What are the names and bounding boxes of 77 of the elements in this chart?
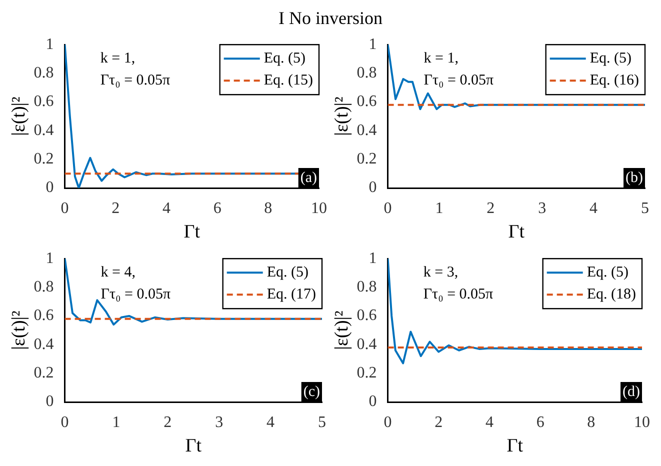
y-axis-title: |ε(t)|²: [331, 96, 352, 136]
legend-label: Eq. (18): [586, 286, 636, 303]
annotation: k = 3,: [423, 264, 458, 281]
x-tick-label: 3: [538, 200, 546, 217]
y-axis-title: |ε(t)|²: [331, 310, 352, 350]
y-tick-label: 0.4: [356, 336, 377, 353]
x-tick-label: 0: [384, 200, 392, 217]
x-tick-label: 2: [164, 414, 172, 431]
x-tick-label: 2: [486, 200, 495, 217]
x-tick-label: 2: [434, 414, 443, 431]
legend-label: Eq. (5): [264, 50, 306, 67]
y-axis-title: |ε(t)|²: [8, 96, 30, 136]
y-tick-label: 0: [368, 179, 377, 196]
annotation: (c): [303, 384, 320, 400]
y-tick-label: 0.8: [34, 278, 54, 296]
annotation: k = 1,: [100, 50, 136, 67]
annotation: k = 1,: [424, 50, 459, 67]
y-tick-label: 0.2: [34, 150, 54, 168]
x-tick-label: 8: [264, 200, 272, 217]
y-axis-title: |ε(t)|²: [8, 310, 30, 350]
x-tick-label: 1: [435, 200, 444, 217]
annotation: Γτ₀ = 0.05π: [423, 286, 494, 303]
x-tick-label: 10: [634, 414, 650, 431]
x-tick-label: 2: [112, 200, 120, 217]
annotation: (d): [622, 384, 640, 400]
y-tick-label: 0: [46, 393, 54, 410]
y-tick-label: 0.6: [34, 307, 54, 324]
y-tick-label: 0.4: [34, 336, 54, 353]
y-tick-label: 0.2: [356, 364, 377, 382]
x-axis-title: Γt: [185, 436, 202, 457]
y-tick-label: 0.2: [356, 150, 377, 168]
y-tick-label: 0.4: [356, 122, 377, 139]
annotation: k = 4,: [100, 264, 136, 281]
x-axis-title: Γt: [506, 436, 524, 457]
x-tick-label: 10: [311, 200, 327, 217]
x-tick-label: 4: [485, 414, 494, 431]
y-tick-label: 0.6: [356, 93, 377, 110]
annotation: Γτ₀ = 0.05π: [424, 72, 494, 89]
legend-label: Eq. (15): [264, 72, 314, 89]
y-tick-label: 0.8: [356, 64, 377, 82]
x-tick-label: 0: [384, 414, 392, 431]
x-tick-label: 1: [112, 414, 120, 431]
x-tick-label: 3: [215, 414, 224, 431]
legend-label: Eq. (5): [590, 50, 632, 67]
x-tick-label: 6: [536, 414, 544, 431]
y-tick-label: 0.6: [34, 93, 54, 110]
chart-title: I No inversion: [278, 8, 384, 30]
x-tick-label: 4: [266, 414, 275, 431]
x-tick-label: 4: [162, 200, 170, 217]
y-tick-label: 0.8: [34, 64, 54, 82]
annotation: Γτ₀ = 0.05π: [100, 72, 171, 89]
legend-label: Eq. (17): [266, 286, 316, 303]
x-tick-label: 8: [587, 414, 596, 431]
x-tick-label: 4: [590, 200, 598, 217]
x-tick-label: 5: [318, 414, 326, 431]
x-axis-title: Γt: [184, 222, 201, 243]
annotation: Γτ₀ = 0.05π: [100, 286, 171, 303]
x-tick-label: 6: [213, 200, 222, 217]
annotation: (a): [300, 170, 317, 186]
y-tick-label: 0.4: [34, 122, 54, 139]
y-tick-label: 0.6: [356, 307, 377, 324]
legend-label: Eq. (5): [586, 264, 629, 281]
x-tick-label: 0: [60, 414, 69, 431]
legend-label: Eq. (16): [590, 72, 640, 89]
x-tick-label: 5: [641, 200, 649, 217]
y-tick-label: 0.2: [34, 364, 54, 382]
y-tick-label: 1: [46, 250, 54, 267]
annotation: (b): [626, 170, 643, 186]
y-tick-label: 0.8: [356, 278, 377, 296]
y-tick-label: 0: [368, 393, 377, 410]
x-axis-title: Γt: [508, 222, 526, 243]
legend-label: Eq. (5): [266, 264, 309, 281]
y-tick-label: 0: [46, 179, 54, 196]
y-tick-label: 1: [46, 36, 54, 53]
y-tick-label: 1: [368, 36, 377, 53]
x-tick-label: 0: [60, 200, 69, 217]
y-tick-label: 1: [368, 250, 377, 267]
